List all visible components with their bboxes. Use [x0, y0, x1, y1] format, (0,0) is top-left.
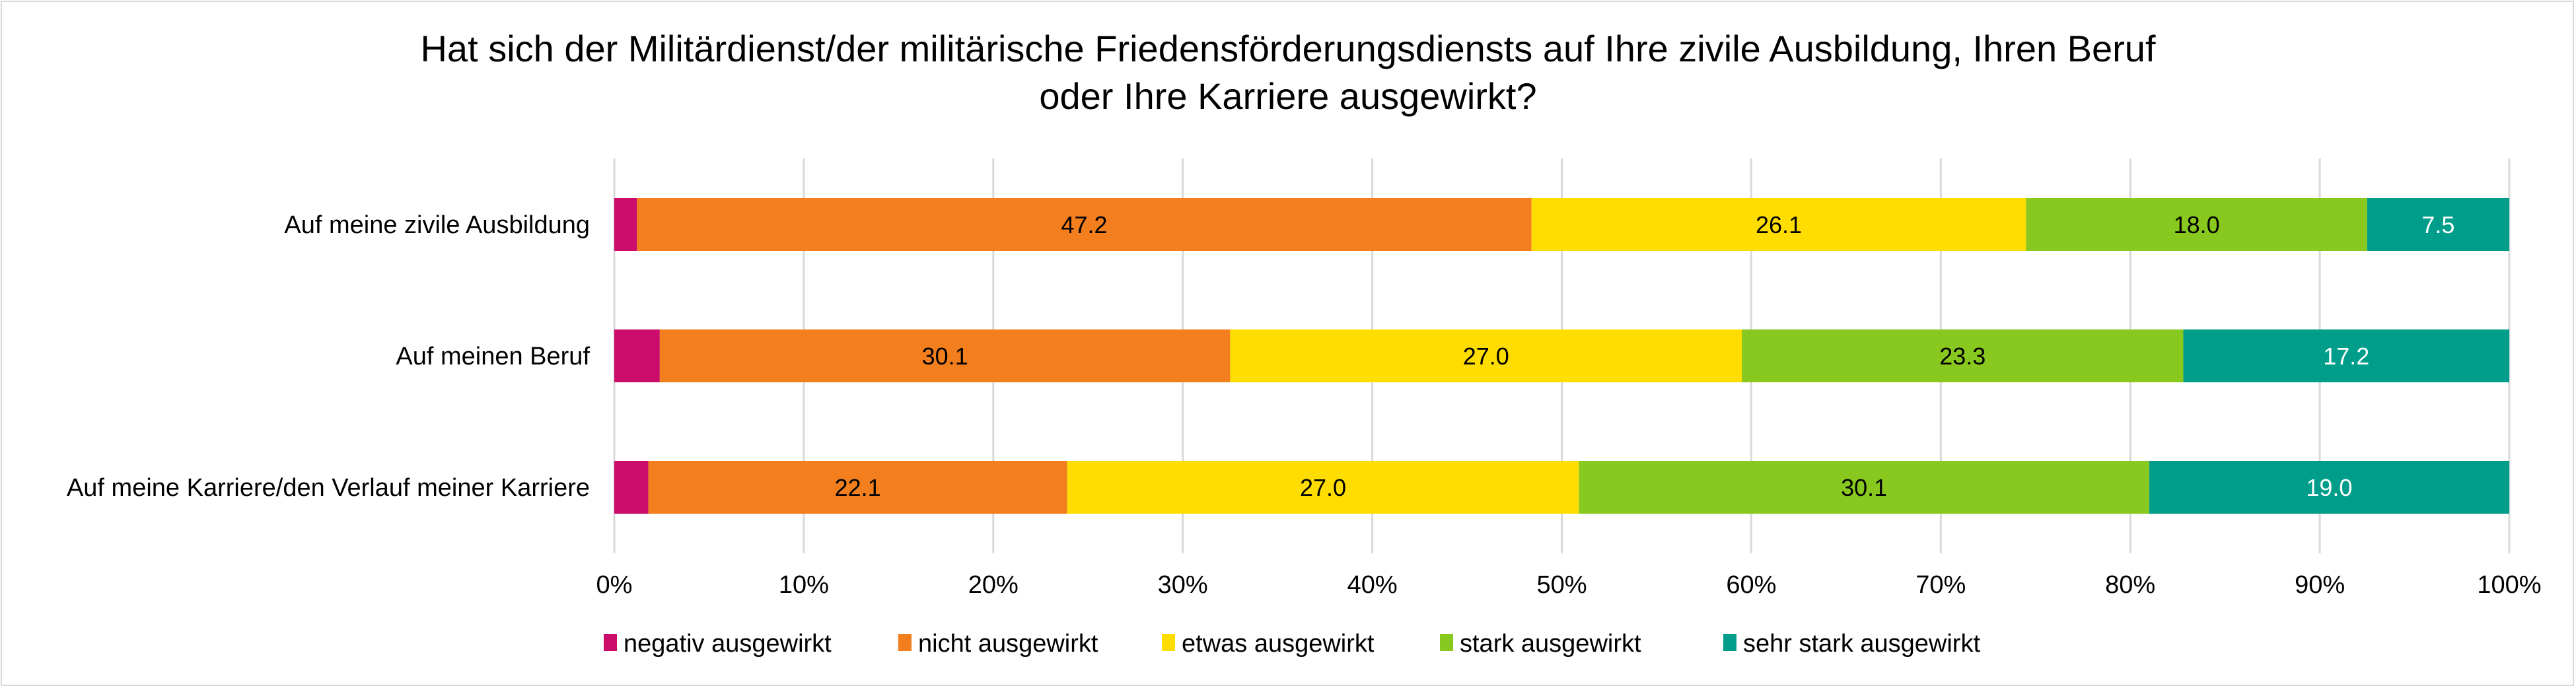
bar-segment-etwas-ausgewirkt: [1531, 198, 2026, 251]
x-tick-label: 80%: [2105, 571, 2155, 599]
legend-swatch: [898, 634, 912, 651]
data-label: 47.2: [1061, 211, 1107, 238]
legend-label: negativ ausgewirkt: [624, 630, 832, 658]
data-label: 30.1: [1841, 474, 1887, 501]
x-tick-label: 40%: [1347, 571, 1398, 599]
bar-segment-nicht-ausgewirkt: [659, 329, 1231, 382]
data-label: 7.5: [2421, 211, 2454, 238]
bars: [614, 198, 2509, 514]
x-tick-label: 50%: [1536, 571, 1587, 599]
legend-item: nicht ausgewirkt: [898, 630, 1098, 658]
legend: negativ ausgewirkt nicht ausgewirkt etwas …: [604, 630, 1980, 658]
bar-segment-negativ-ausgewirkt: [614, 198, 637, 251]
x-tick-label: 60%: [1726, 571, 1776, 599]
data-label: 19.0: [2306, 474, 2352, 501]
x-tick-label: 20%: [968, 571, 1019, 599]
bar-segment-stark-ausgewirkt: [1579, 461, 2149, 514]
data-label: 27.0: [1463, 343, 1509, 370]
bar-segment-sehr-stark-ausgewirkt: [2367, 198, 2509, 251]
x-tick-label: 70%: [1915, 571, 1966, 599]
x-tick-label: 30%: [1158, 571, 1208, 599]
data-label: 23.3: [1939, 343, 1986, 370]
bar-segment-nicht-ausgewirkt: [637, 198, 1532, 251]
bar-segment-negativ-ausgewirkt: [614, 329, 660, 382]
legend-swatch: [1162, 634, 1175, 651]
bar-segment-stark-ausgewirkt: [1742, 329, 2184, 382]
bar-segment-etwas-ausgewirkt: [1230, 329, 1742, 382]
data-label: 17.2: [2323, 343, 2369, 370]
category-labels: Auf meine zivile Ausbildung Auf meinen Be…: [67, 211, 590, 502]
legend-swatch: [1723, 634, 1736, 651]
bar-segment-negativ-ausgewirkt: [614, 461, 649, 514]
legend-label: nicht ausgewirkt: [918, 630, 1098, 658]
data-label: 27.0: [1300, 474, 1346, 501]
x-tick-label: 100%: [2477, 571, 2541, 599]
x-tick-label: 90%: [2295, 571, 2345, 599]
data-label: 30.1: [922, 343, 968, 370]
bar-segment-etwas-ausgewirkt: [1067, 461, 1579, 514]
category-label: Auf meinen Beruf: [396, 343, 590, 370]
x-axis-ticks: 0% 10% 20% 30% 40% 50% 60% 70% 80% 90% 100%: [596, 571, 2542, 599]
bar-segment-sehr-stark-ausgewirkt: [2149, 461, 2509, 514]
legend-label: etwas ausgewirkt: [1182, 630, 1375, 658]
legend-swatch: [1440, 634, 1453, 651]
legend-label: stark ausgewirkt: [1460, 630, 1641, 658]
data-label: 18.0: [2174, 211, 2220, 238]
chart-title: Hat sich der Militärdienst/der militäris…: [420, 28, 2156, 117]
data-label: 22.1: [835, 474, 881, 501]
legend-item: sehr stark ausgewirkt: [1723, 630, 1980, 658]
bar-segment-sehr-stark-ausgewirkt: [2183, 329, 2509, 382]
legend-item: negativ ausgewirkt: [604, 630, 832, 658]
bar-segment-stark-ausgewirkt: [2026, 198, 2367, 251]
legend-item: stark ausgewirkt: [1440, 630, 1641, 658]
legend-label: sehr stark ausgewirkt: [1743, 630, 1980, 658]
x-tick-label: 10%: [779, 571, 829, 599]
category-label: Auf meine zivile Ausbildung: [284, 211, 590, 239]
legend-item: etwas ausgewirkt: [1162, 630, 1375, 658]
category-label: Auf meine Karriere/den Verlauf meiner Ka…: [67, 474, 590, 502]
x-tick-label: 0%: [596, 571, 633, 599]
legend-swatch: [604, 634, 617, 651]
data-labels: 47.2 26.1 18.0 7.5 30.1 27.0 23.3 17.2 22.1 27.0 3…: [835, 211, 2455, 501]
data-label: 26.1: [1756, 211, 1802, 238]
bar-segment-nicht-ausgewirkt: [648, 461, 1067, 514]
